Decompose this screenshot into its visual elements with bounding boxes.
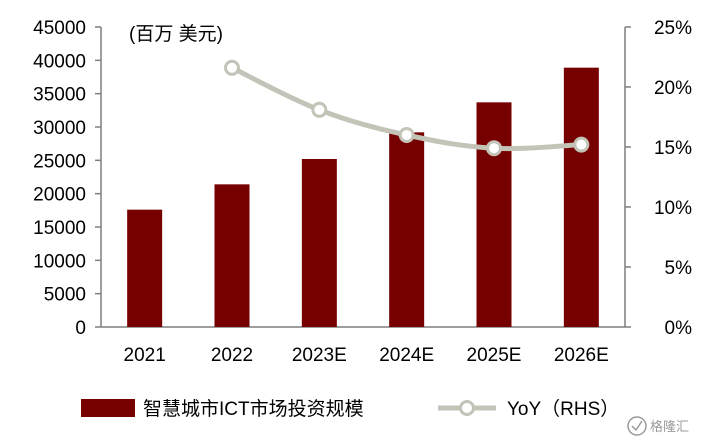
- x-tick-label: 2026E: [554, 345, 609, 366]
- line-series: [224, 59, 590, 157]
- left-tick-label: 25000: [33, 151, 86, 172]
- legend: 智慧城市ICT市场投资规模 YoY（RHS）: [81, 398, 619, 420]
- bar: [127, 209, 163, 327]
- left-tick-label: 45000: [33, 18, 86, 39]
- x-tick-label: 2025E: [467, 345, 522, 366]
- bar: [301, 159, 337, 327]
- right-tick-label: 0%: [665, 318, 693, 339]
- right-tick-label: 5%: [665, 258, 693, 279]
- bar-series: [127, 67, 599, 328]
- left-tick-label: 40000: [33, 51, 86, 72]
- x-axis: 2021 2022 2023E 2024E 2025E 2026E: [101, 326, 625, 366]
- right-axis: 0% 5% 10% 15% 20% 25%: [624, 18, 693, 339]
- x-tick-label: 2021: [124, 345, 166, 366]
- left-tick-label: 15000: [33, 218, 86, 239]
- watermark-text: 格隆汇: [650, 419, 689, 434]
- x-tick-label: 2024E: [379, 345, 434, 366]
- legend-line-marker: [459, 400, 475, 416]
- left-tick-label: 0: [75, 318, 86, 339]
- legend-bar-swatch: [81, 399, 135, 417]
- right-tick-label: 10%: [654, 198, 692, 219]
- x-tick-label: 2023E: [292, 345, 347, 366]
- bar: [389, 132, 425, 327]
- legend-line-label: YoY（RHS）: [507, 398, 619, 420]
- left-tick-label: 35000: [33, 85, 86, 106]
- right-tick-label: 15%: [654, 138, 692, 159]
- legend-bar-label: 智慧城市ICT市场投资规模: [143, 398, 364, 420]
- bar: [563, 67, 599, 328]
- bar: [214, 184, 250, 327]
- watermark-logo-icon: [627, 416, 647, 436]
- left-tick-label: 30000: [33, 118, 86, 139]
- left-tick-label: 10000: [33, 251, 86, 272]
- left-tick-label: 20000: [33, 185, 86, 206]
- bar: [476, 102, 512, 327]
- yoy-point: [224, 59, 240, 76]
- left-axis: 0 5000 10000 15000 20000 25000 30000 35000 40000…: [33, 18, 102, 339]
- yoy-point: [573, 136, 590, 153]
- unit-label: (百万 美元): [129, 23, 223, 45]
- right-tick-label: 20%: [654, 78, 692, 99]
- right-tick-label: 25%: [654, 18, 692, 39]
- yoy-point: [398, 127, 415, 143]
- yoy-point: [311, 101, 328, 118]
- yoy-point: [486, 140, 502, 157]
- x-tick-label: 2022: [211, 345, 253, 366]
- watermark: 格隆汇: [627, 416, 689, 436]
- left-tick-label: 5000: [44, 285, 86, 306]
